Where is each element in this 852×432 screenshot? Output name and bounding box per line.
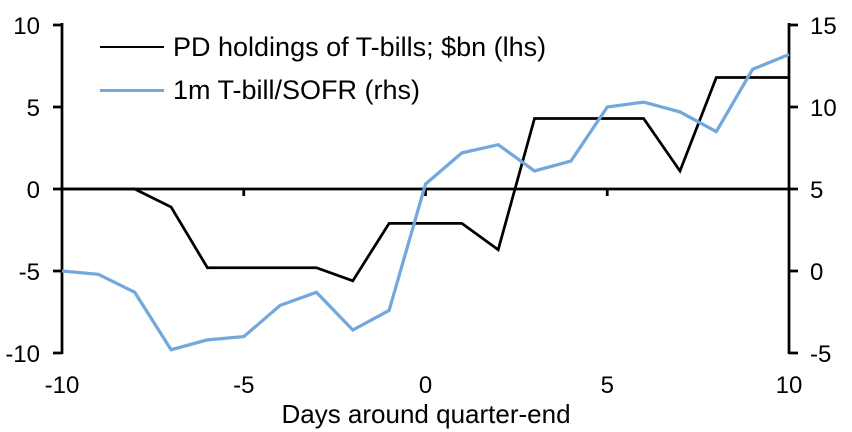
legend-line-swatch-black [100, 46, 164, 48]
legend-item-tbill-sofr: 1m T-bill/SOFR (rhs) [100, 73, 546, 107]
right-axis-tick-label: 0 [810, 259, 823, 286]
legend-line-swatch-blue [100, 88, 164, 92]
x-axis-tick-label: -10 [45, 372, 80, 399]
legend: PD holdings of T-bills; $bn (lhs) 1m T-b… [100, 30, 546, 116]
right-axis-tick-label: -5 [810, 341, 831, 368]
left-axis-tick-label: -5 [19, 259, 40, 286]
legend-item-pd-holdings: PD holdings of T-bills; $bn (lhs) [100, 30, 546, 64]
x-axis-title: Days around quarter-end [281, 399, 571, 429]
x-axis-tick-label: 0 [419, 372, 432, 399]
left-axis-tick-label: -10 [5, 341, 40, 368]
right-axis-tick-label: 10 [810, 95, 837, 122]
right-axis-tick-label: 5 [810, 177, 823, 204]
x-axis-tick-label: 10 [776, 372, 803, 399]
left-axis-tick-label: 5 [27, 95, 40, 122]
left-axis-tick-label: 10 [13, 13, 40, 40]
series-line-0 [62, 76, 789, 283]
right-axis-tick-label: 15 [810, 13, 837, 40]
series-line-1 [61, 52, 790, 352]
x-axis-tick-label: -5 [233, 372, 254, 399]
legend-label-tbill-sofr: 1m T-bill/SOFR (rhs) [173, 75, 421, 105]
left-axis-tick-label: 0 [27, 177, 40, 204]
legend-label-pd-holdings: PD holdings of T-bills; $bn (lhs) [173, 32, 547, 62]
x-axis-tick-label: 5 [601, 372, 614, 399]
